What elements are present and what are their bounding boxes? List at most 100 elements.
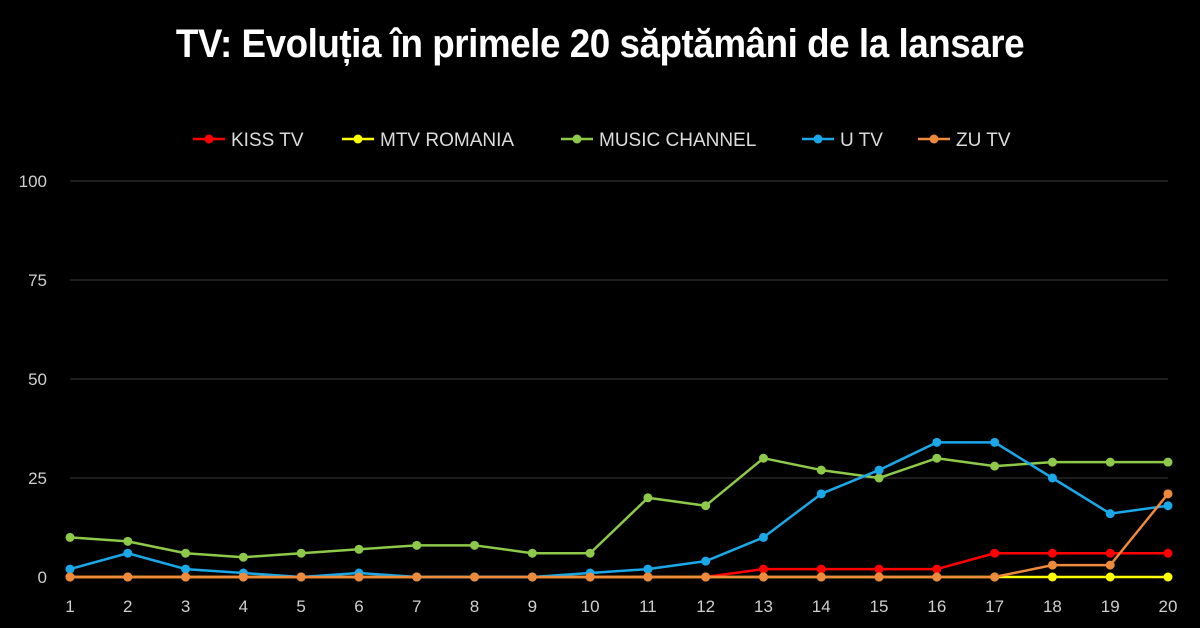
data-point: [238, 552, 248, 562]
x-axis-ticks: 1 2 3 4 5 6 7 8 9 10 11 12 13 14 15 16 17 18 19 20: [65, 597, 1177, 616]
data-point: [701, 556, 711, 566]
x-tick-label: 15: [870, 597, 889, 616]
data-point: [990, 461, 1000, 471]
x-tick-label: 13: [754, 597, 773, 616]
legend-label: U TV: [840, 130, 883, 151]
data-point: [932, 437, 942, 447]
legend: KISS TV MTV ROMANIA MUSIC CHANNEL U TV ZU TV: [193, 130, 1011, 151]
data-point: [701, 572, 711, 582]
x-tick-label: 1: [65, 597, 74, 616]
y-tick-label: 0: [38, 568, 47, 587]
data-point: [1163, 489, 1173, 499]
data-point: [181, 564, 191, 574]
data-point: [758, 453, 768, 463]
legend-item: MTV ROMANIA: [342, 130, 514, 151]
data-point: [527, 572, 537, 582]
data-point: [643, 572, 653, 582]
legend-swatch-marker: [929, 134, 939, 144]
data-point: [1105, 572, 1115, 582]
grid-lines: [70, 180, 1168, 479]
data-point: [470, 540, 480, 550]
data-point: [296, 548, 306, 558]
data-point: [816, 572, 826, 582]
series-line: [69, 456, 1168, 559]
x-tick-label: 2: [123, 597, 132, 616]
data-point: [527, 548, 537, 558]
data-point: [412, 540, 422, 550]
legend-label: MUSIC CHANNEL: [599, 130, 756, 151]
data-point: [123, 536, 133, 546]
data-point: [123, 548, 133, 558]
series-zu-tv: [65, 489, 1173, 582]
data-point: [1163, 457, 1173, 467]
x-tick-label: 19: [1101, 597, 1120, 616]
data-point: [65, 572, 75, 582]
data-point: [1163, 548, 1173, 558]
data-point: [585, 548, 595, 558]
y-axis-ticks: 0 25 50 75 100: [19, 172, 47, 587]
chart-title: TV: Evoluția în primele 20 săptămâni de …: [175, 22, 1025, 66]
data-point: [1047, 572, 1057, 582]
data-point: [238, 572, 248, 582]
x-tick-label: 12: [696, 597, 715, 616]
data-point: [932, 453, 942, 463]
data-point: [1105, 560, 1115, 570]
data-point: [758, 532, 768, 542]
data-point: [990, 548, 1000, 558]
y-tick-label: 25: [28, 469, 47, 488]
series-line: [69, 441, 1169, 579]
x-tick-label: 3: [181, 597, 190, 616]
x-tick-label: 20: [1159, 597, 1178, 616]
data-point: [65, 532, 75, 542]
data-point: [874, 564, 884, 574]
data-point: [1105, 509, 1115, 519]
legend-swatch-marker: [353, 134, 363, 144]
data-point: [585, 572, 595, 582]
y-tick-label: 75: [28, 271, 47, 290]
x-tick-label: 11: [639, 597, 657, 616]
legend-item: KISS TV: [193, 130, 304, 151]
data-point: [874, 465, 884, 475]
data-point: [181, 548, 191, 558]
data-point: [643, 564, 653, 574]
data-point: [1105, 457, 1115, 467]
data-point: [816, 465, 826, 475]
data-point: [1047, 473, 1057, 483]
x-tick-label: 16: [927, 597, 946, 616]
data-point: [1047, 560, 1057, 570]
legend-item: ZU TV: [918, 130, 1011, 151]
legend-label: MTV ROMANIA: [380, 130, 514, 151]
x-tick-label: 6: [354, 597, 363, 616]
data-point: [874, 473, 884, 483]
data-point: [65, 564, 75, 574]
legend-label: ZU TV: [956, 130, 1011, 151]
data-point: [1163, 501, 1173, 511]
legend-swatch-marker: [813, 134, 823, 144]
x-tick-label: 7: [412, 597, 421, 616]
data-point: [874, 572, 884, 582]
legend-item: MUSIC CHANNEL: [561, 130, 756, 151]
x-tick-label: 18: [1043, 597, 1062, 616]
data-point: [758, 572, 768, 582]
data-point: [123, 572, 133, 582]
data-point: [816, 564, 826, 574]
data-point: [354, 572, 364, 582]
legend-label: KISS TV: [231, 130, 304, 151]
y-tick-label: 50: [28, 370, 47, 389]
data-point: [354, 544, 364, 554]
x-tick-label: 10: [581, 597, 600, 616]
data-point: [990, 572, 1000, 582]
data-point: [1105, 548, 1115, 558]
data-point: [701, 501, 711, 511]
data-point: [470, 572, 480, 582]
x-tick-label: 14: [812, 597, 831, 616]
series-u-tv: [65, 437, 1173, 582]
series-line: [70, 493, 1169, 579]
x-tick-label: 17: [985, 597, 1004, 616]
data-point: [816, 489, 826, 499]
data-point: [1163, 572, 1173, 582]
x-tick-label: 9: [528, 597, 537, 616]
x-tick-label: 4: [239, 597, 248, 616]
legend-swatch-marker: [204, 134, 214, 144]
